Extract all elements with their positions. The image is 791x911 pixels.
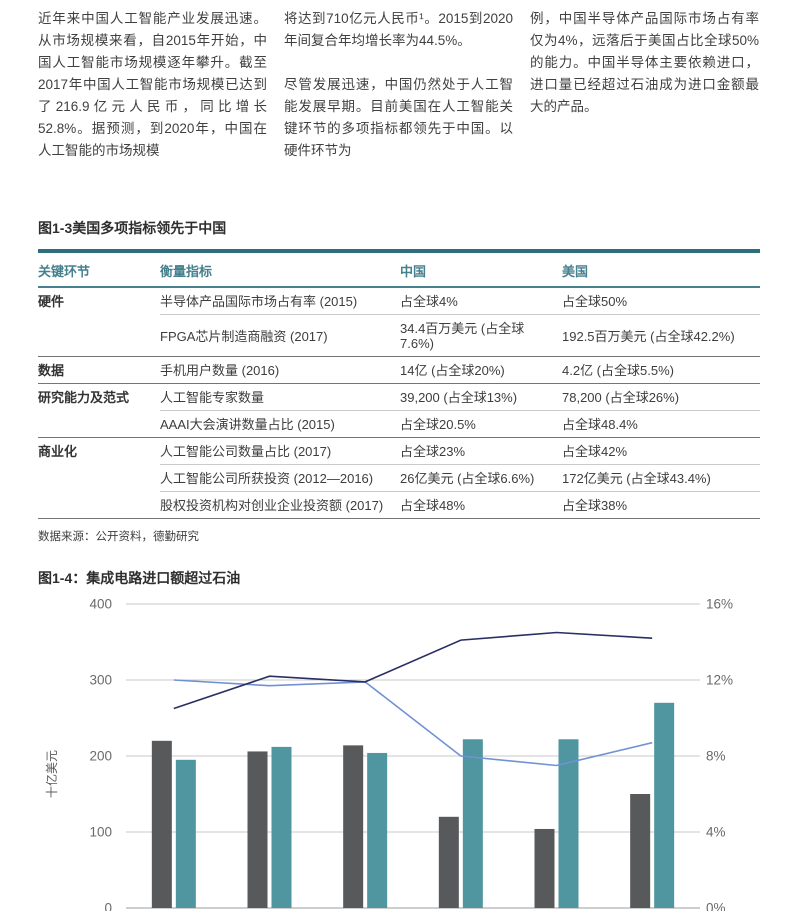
table-row: 数据 手机用户数量 (2016) 14亿 (占全球20%) 4.2亿 (占全球5.5%… bbox=[38, 356, 760, 384]
line-oil-share bbox=[173, 679, 653, 767]
intro-paragraph: 将达到710亿元人民币¹。2015到2020年间复合年均增长率为44.5%。 bbox=[284, 11, 513, 48]
intro-column-1: 近年来中国人工智能产业发展迅速。从市场规模来看，自2015年开始，中国人工智能市… bbox=[38, 8, 267, 184]
cell-china: 占全球23% bbox=[400, 437, 562, 465]
cell-china: 占全球48% bbox=[400, 491, 562, 519]
left-axis-tick: 0 bbox=[104, 901, 112, 911]
cell-metric: 手机用户数量 (2016) bbox=[160, 356, 400, 384]
line-ic-share bbox=[173, 631, 653, 710]
left-axis-tick: 200 bbox=[89, 749, 112, 764]
table-source: 数据来源：公开资料，德勤研究 bbox=[38, 531, 199, 543]
bar-oil-import bbox=[630, 794, 651, 908]
left-axis-tick: 400 bbox=[89, 597, 112, 612]
left-axis-title: 十亿美元 bbox=[44, 750, 59, 798]
table-row: 研究能力及范式 人工智能专家数量 39,200 (占全球13%) 78,200 (占全… bbox=[38, 383, 760, 411]
table-row: 硬件 半导体产品国际市场占有率 (2015) 占全球4% 占全球50% bbox=[38, 287, 760, 315]
table-row: FPGA芯片制造商融资 (2017) 34.4百万美元 (占全球7.6%) 192.… bbox=[38, 314, 760, 357]
bar-ic-import bbox=[558, 739, 579, 908]
cell-china: 占全球4% bbox=[400, 287, 562, 315]
intro-text: 近年来中国人工智能产业发展迅速。从市场规模来看，自2015年开始，中国人工智能市… bbox=[38, 8, 760, 184]
intro-column-3: 例，中国半导体产品国际市场占有率仅为4%，远落后于美国占比全球50%的能力。中国… bbox=[530, 8, 759, 184]
bar-oil-import bbox=[438, 816, 459, 908]
cell-category bbox=[38, 465, 160, 492]
right-axis-tick: 12% bbox=[706, 673, 733, 688]
left-axis-tick: 100 bbox=[89, 825, 112, 840]
table-row: 股权投资机构对创业企业投资额 (2017) 占全球48% 占全球38% bbox=[38, 491, 760, 519]
chart-title: 图1-4：集成电路进口额超过石油 bbox=[38, 570, 241, 586]
bar-ic-import bbox=[175, 759, 196, 908]
table-header-2: 衡量指标 bbox=[160, 251, 400, 288]
cell-china: 34.4百万美元 (占全球7.6%) bbox=[400, 314, 562, 357]
table-title: 图1-3美国多项指标领先于中国 bbox=[38, 220, 227, 236]
table-header-1: 关键环节 bbox=[38, 251, 160, 288]
cell-category bbox=[38, 410, 160, 438]
intro-paragraph: 近年来中国人工智能产业发展迅速。从市场规模来看，自2015年开始，中国人工智能市… bbox=[38, 11, 267, 158]
cell-usa: 占全球38% bbox=[562, 491, 760, 519]
cell-china: 39,200 (占全球13%) bbox=[400, 383, 562, 411]
bar-ic-import bbox=[654, 702, 675, 908]
table-row: 商业化 人工智能公司数量占比 (2017) 占全球23% 占全球42% bbox=[38, 437, 760, 465]
cell-metric: 人工智能专家数量 bbox=[160, 383, 400, 411]
bar-oil-import bbox=[343, 745, 364, 908]
right-axis-tick: 4% bbox=[706, 825, 726, 840]
bar-oil-import bbox=[151, 740, 172, 908]
cell-category: 数据 bbox=[38, 356, 160, 384]
table-header-4: 美国 bbox=[562, 251, 760, 288]
cell-category bbox=[38, 314, 160, 357]
cell-usa: 占全球42% bbox=[562, 437, 760, 465]
table-header-row: 关键环节 衡量指标 中国 美国 bbox=[38, 251, 760, 288]
bar-oil-import bbox=[247, 751, 268, 908]
left-axis-tick: 300 bbox=[89, 673, 112, 688]
cell-metric: FPGA芯片制造商融资 (2017) bbox=[160, 314, 400, 357]
cell-metric: 股权投资机构对创业企业投资额 (2017) bbox=[160, 491, 400, 519]
cell-usa: 78,200 (占全球26%) bbox=[562, 383, 760, 411]
cell-usa: 占全球48.4% bbox=[562, 410, 760, 438]
intro-column-2: 将达到710亿元人民币¹。2015到2020年间复合年均增长率为44.5%。 尽… bbox=[284, 8, 513, 184]
cell-category: 硬件 bbox=[38, 294, 65, 309]
cell-metric: 人工智能公司所获投资 (2012—2016) bbox=[160, 464, 400, 492]
table-header-3: 中国 bbox=[400, 251, 562, 288]
cell-china: 占全球20.5% bbox=[400, 410, 562, 438]
cell-metric: 半导体产品国际市场占有率 (2015) bbox=[160, 287, 400, 315]
right-axis-tick: 0% bbox=[706, 901, 726, 911]
right-axis-tick: 8% bbox=[706, 749, 726, 764]
cell-usa: 4.2亿 (占全球5.5%) bbox=[562, 356, 760, 384]
combo-chart: 00%1004%2008%30012%40016%十亿美元20122013201… bbox=[44, 597, 733, 911]
bar-ic-import bbox=[367, 752, 388, 908]
bar-ic-import bbox=[462, 739, 483, 908]
cell-china: 26亿美元 (占全球6.6%) bbox=[400, 464, 562, 492]
cell-usa: 192.5百万美元 (占全球42.2%) bbox=[562, 314, 760, 357]
intro-paragraph: 例，中国半导体产品国际市场占有率仅为4%，远落后于美国占比全球50%的能力。中国… bbox=[530, 11, 759, 114]
cell-metric: AAAI大会演讲数量占比 (2015) bbox=[160, 410, 400, 438]
intro-paragraph: 尽管发展迅速，中国仍然处于人工智能发展早期。目前美国在人工智能关键环节的多项指标… bbox=[284, 77, 513, 158]
bar-oil-import bbox=[534, 828, 555, 908]
cell-category: 商业化 bbox=[38, 444, 78, 459]
bar-ic-import bbox=[271, 746, 292, 908]
cell-usa: 占全球50% bbox=[562, 287, 760, 315]
right-axis-tick: 16% bbox=[706, 597, 733, 612]
cell-metric: 人工智能公司数量占比 (2017) bbox=[160, 437, 400, 465]
indicator-table: 关键环节 衡量指标 中国 美国 硬件 半导体产品国际市场占有率 (2015) 占全球4% 占… bbox=[38, 249, 760, 519]
cell-category: 研究能力及范式 bbox=[38, 390, 130, 405]
table-row: AAAI大会演讲数量占比 (2015) 占全球20.5% 占全球48.4% bbox=[38, 410, 760, 438]
cell-china: 14亿 (占全球20%) bbox=[400, 356, 562, 384]
cell-category bbox=[38, 491, 160, 519]
table-row: 人工智能公司所获投资 (2012—2016) 26亿美元 (占全球6.6%) 172… bbox=[38, 464, 760, 492]
cell-usa: 172亿美元 (占全球43.4%) bbox=[562, 464, 760, 492]
